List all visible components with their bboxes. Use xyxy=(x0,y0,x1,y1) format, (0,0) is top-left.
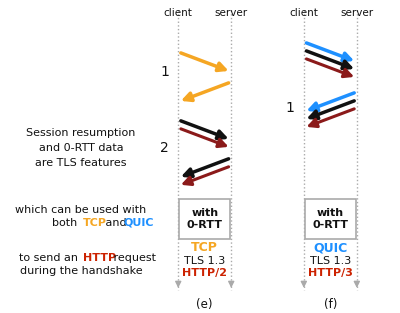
Text: (f): (f) xyxy=(324,298,337,311)
Text: QUIC: QUIC xyxy=(123,218,154,228)
Text: 2: 2 xyxy=(160,141,169,155)
Text: HTTP/3: HTTP/3 xyxy=(308,268,353,278)
Text: both: both xyxy=(52,218,81,228)
Text: with
0-RTT: with 0-RTT xyxy=(187,208,223,230)
Text: and: and xyxy=(102,218,130,228)
Text: with
0-RTT: with 0-RTT xyxy=(312,208,348,230)
Text: 1: 1 xyxy=(286,101,294,115)
Text: 1: 1 xyxy=(160,65,169,79)
Text: which can be used with: which can be used with xyxy=(16,205,147,215)
Text: QUIC: QUIC xyxy=(313,241,348,254)
Text: server: server xyxy=(340,8,373,18)
FancyBboxPatch shape xyxy=(179,199,230,239)
Text: client: client xyxy=(164,8,193,18)
Text: TCP: TCP xyxy=(191,241,218,254)
Text: (e): (e) xyxy=(196,298,213,311)
Text: during the handshake: during the handshake xyxy=(20,266,142,276)
Text: HTTP: HTTP xyxy=(83,253,116,263)
Text: HTTP/2: HTTP/2 xyxy=(182,268,227,278)
Text: server: server xyxy=(215,8,248,18)
FancyBboxPatch shape xyxy=(305,199,356,239)
Text: TLS 1.3: TLS 1.3 xyxy=(310,256,351,266)
Text: to send an: to send an xyxy=(18,253,81,263)
Text: client: client xyxy=(290,8,318,18)
Text: Session resumption
and 0-RTT data
are TLS features: Session resumption and 0-RTT data are TL… xyxy=(26,128,136,168)
Text: request: request xyxy=(110,253,156,263)
Text: TCP: TCP xyxy=(83,218,107,228)
Text: TLS 1.3: TLS 1.3 xyxy=(184,256,225,266)
